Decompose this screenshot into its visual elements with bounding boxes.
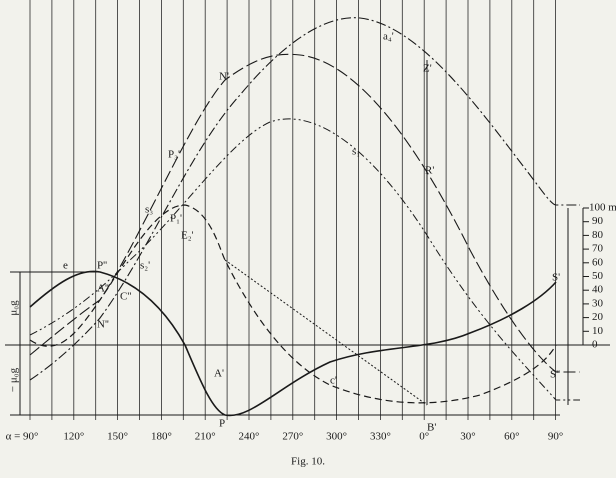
x-label: 330° [370,431,391,443]
scale-label: 70 [592,243,604,255]
point-label: s₂' [140,260,150,272]
dash-dot-dot-curve [29,118,580,401]
long-dash-curve [29,53,580,373]
scale-label: 10 [592,325,604,337]
x-labels: α = 90° 120° 150° 180° 210° 240° 270° 300° 330° 0… [6,431,564,443]
point-label: B' [427,422,436,434]
caption: Fig. 10. [291,456,325,468]
x-label: 0° [419,431,429,443]
upper-span-label: S' [552,272,560,284]
lower-span-label: S'' [550,369,560,381]
scale-label: 20 [592,311,604,323]
grid [29,0,556,420]
point-labels: P'' A'' N'' C'' e P A' c' N' Z' R' B' P₃' s₃ P₁' E₂' s₂'… [63,31,436,434]
dash-dot-curve [29,17,580,381]
point-label: E₂' [181,230,194,242]
point-label: a₄' [383,31,394,43]
x-label: 150° [107,431,128,443]
scale-label: 30 [592,297,604,309]
x-label: 60° [504,431,519,443]
dashed-curve [29,204,557,404]
point-label: A'' [97,283,109,295]
dotted-line [224,259,428,406]
x-label: 180° [151,431,172,443]
scale-label: 50 [592,270,604,282]
point-label: N'' [97,319,109,331]
point-label: P₁' [170,213,182,225]
point-label: C'' [120,291,131,303]
x-label: 30° [460,431,475,443]
scale-label: 60 [592,256,604,268]
lower-left-label: − μ₀g [8,367,20,392]
x-label: 240° [239,431,260,443]
x-label: α = 90° [6,431,39,443]
x-label: 90° [548,431,563,443]
scale-label: 0 [592,339,598,351]
x-label: 210° [195,431,216,443]
point-label: e [63,260,68,272]
point-label: P [219,418,225,430]
point-label: P'' [97,260,107,272]
point-label: R' [425,165,434,177]
point-label: Z' [423,63,432,75]
point-label: c' [330,375,337,387]
scale-label: 80 [592,229,604,241]
upper-left-label: μ₀g [8,300,20,316]
x-label: 270° [282,431,303,443]
x-label: 120° [63,431,84,443]
x-label: 300° [326,431,347,443]
solid-curve [29,270,557,417]
scale-unit: 100 m [589,202,616,214]
point-label: N' [219,71,229,83]
point-label: A' [214,368,224,380]
point-label: s₃ [145,204,153,216]
point-label: s₁ [352,146,360,158]
scale-label: 90 [592,215,604,227]
point-label: P₃' [168,149,180,161]
scale-label: 40 [592,284,604,296]
